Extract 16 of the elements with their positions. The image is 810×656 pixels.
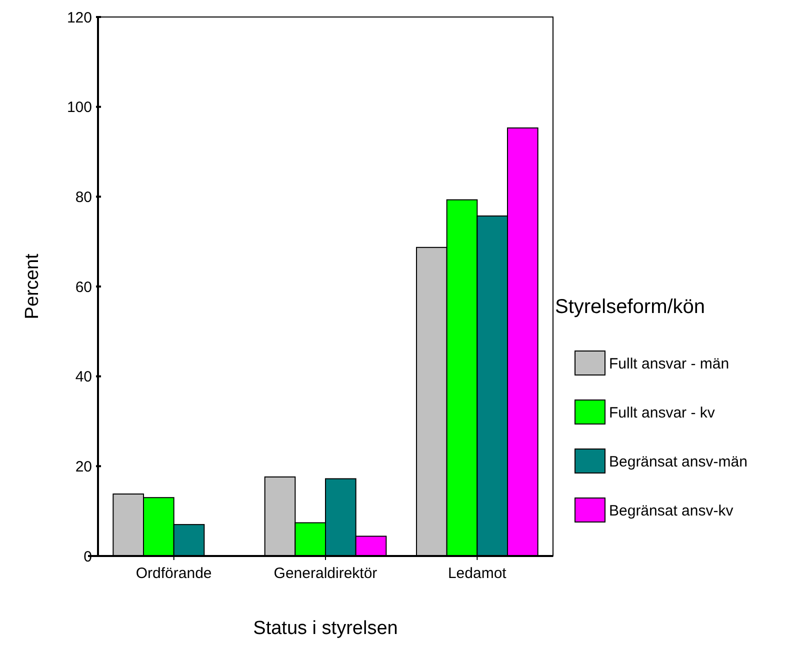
x-axis-title: Status i styrelsen xyxy=(253,618,398,639)
legend-title: Styrelseform/kön xyxy=(555,296,706,318)
legend-label: Fullt ansvar - kv xyxy=(609,404,716,422)
y-tick-label: 20 xyxy=(75,458,92,476)
y-axis-title: Percent xyxy=(22,253,43,320)
x-tick-label: Ledamot xyxy=(448,565,508,582)
legend-label: Begränsat ansv-män xyxy=(609,453,748,470)
legend-label: Begränsat ansv-kv xyxy=(609,502,734,520)
x-tick-label: Generaldirektör xyxy=(274,565,378,582)
y-tick-label: 60 xyxy=(75,278,92,296)
y-tick-label: 80 xyxy=(75,188,92,206)
y-tick-label: 120 xyxy=(66,9,92,26)
y-tick-label: 100 xyxy=(66,99,92,116)
legend-label: Fullt ansvar - män xyxy=(609,355,730,372)
y-tick-label: 40 xyxy=(75,368,92,386)
x-tick-label: Ordförande xyxy=(136,565,212,582)
